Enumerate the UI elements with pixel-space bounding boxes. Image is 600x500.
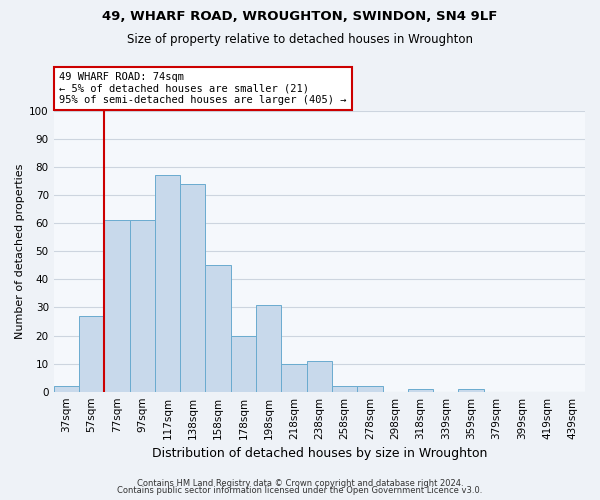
Text: 49 WHARF ROAD: 74sqm
← 5% of detached houses are smaller (21)
95% of semi-detach: 49 WHARF ROAD: 74sqm ← 5% of detached ho… bbox=[59, 72, 346, 106]
Bar bbox=[357, 386, 383, 392]
Bar bbox=[256, 304, 281, 392]
Bar bbox=[155, 176, 180, 392]
Bar bbox=[130, 220, 155, 392]
Bar bbox=[281, 364, 307, 392]
Bar bbox=[458, 389, 484, 392]
Bar bbox=[79, 316, 104, 392]
Y-axis label: Number of detached properties: Number of detached properties bbox=[15, 164, 25, 339]
Text: 49, WHARF ROAD, WROUGHTON, SWINDON, SN4 9LF: 49, WHARF ROAD, WROUGHTON, SWINDON, SN4 … bbox=[103, 10, 497, 23]
Bar bbox=[180, 184, 205, 392]
Bar bbox=[231, 336, 256, 392]
Bar bbox=[332, 386, 357, 392]
Bar bbox=[104, 220, 130, 392]
Bar bbox=[307, 361, 332, 392]
Bar bbox=[408, 389, 433, 392]
Text: Contains HM Land Registry data © Crown copyright and database right 2024.: Contains HM Land Registry data © Crown c… bbox=[137, 478, 463, 488]
Text: Size of property relative to detached houses in Wroughton: Size of property relative to detached ho… bbox=[127, 32, 473, 46]
Bar bbox=[205, 266, 231, 392]
X-axis label: Distribution of detached houses by size in Wroughton: Distribution of detached houses by size … bbox=[152, 447, 487, 460]
Text: Contains public sector information licensed under the Open Government Licence v3: Contains public sector information licen… bbox=[118, 486, 482, 495]
Bar bbox=[53, 386, 79, 392]
